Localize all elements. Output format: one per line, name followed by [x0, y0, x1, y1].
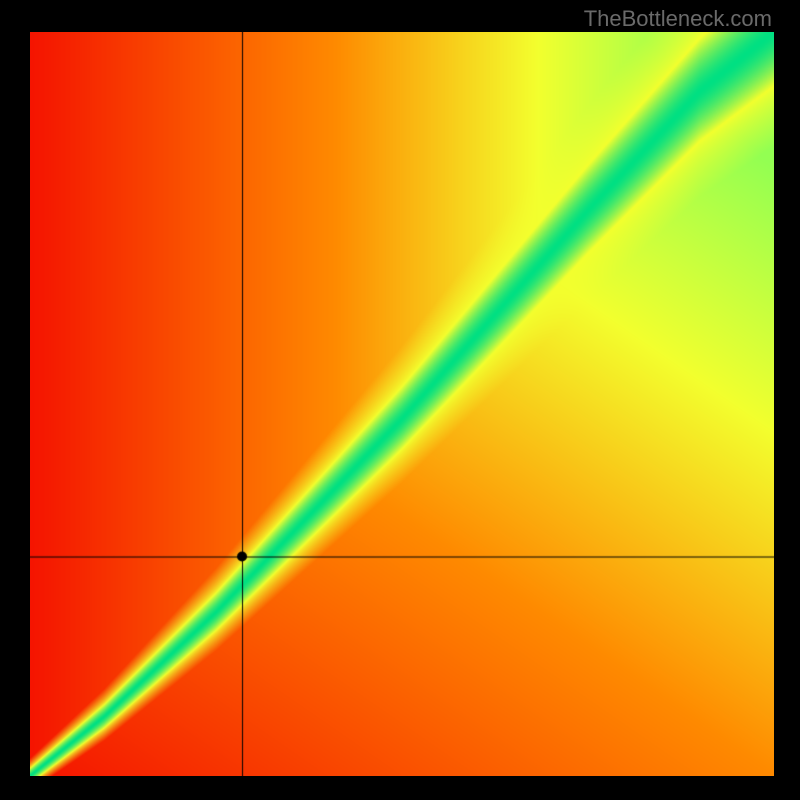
watermark-text: TheBottleneck.com: [584, 6, 772, 32]
bottleneck-heatmap: [30, 32, 774, 776]
